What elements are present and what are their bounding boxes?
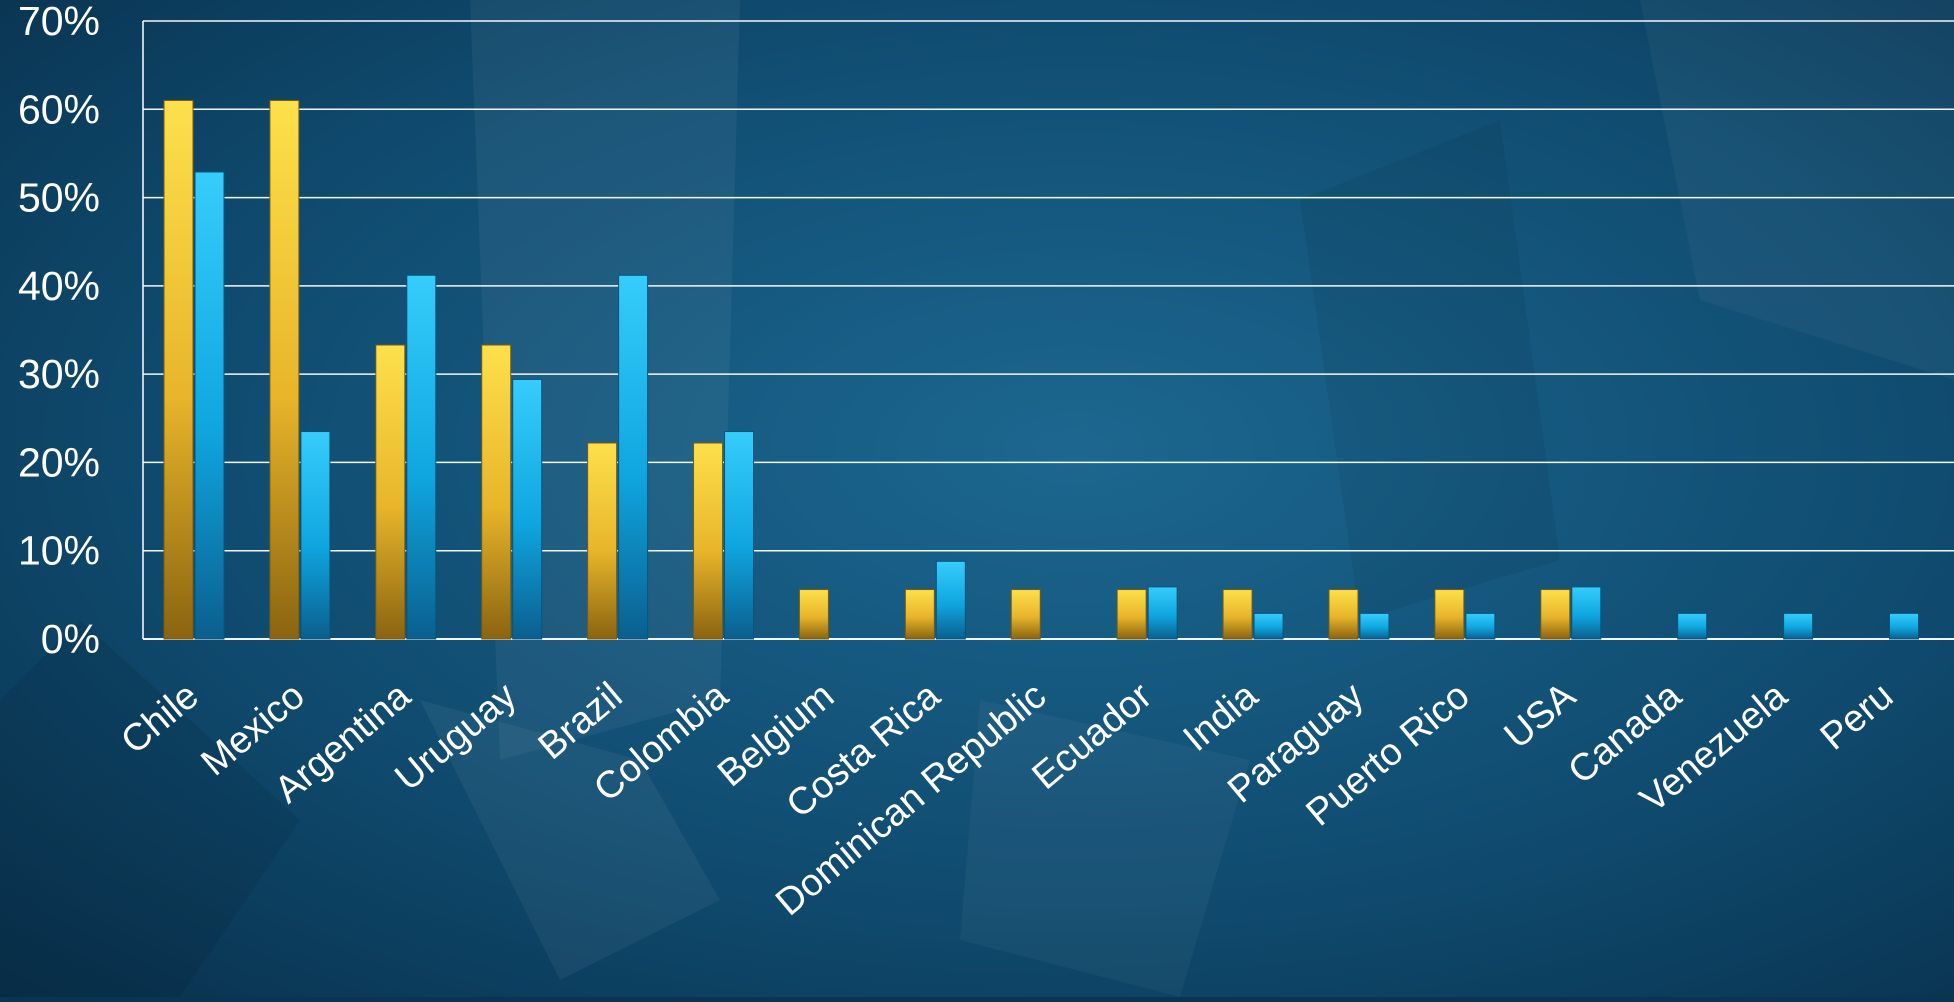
- bar-series-1: [481, 344, 512, 640]
- y-tick-label: 50%: [18, 175, 100, 221]
- bar-series-2: [406, 274, 437, 640]
- bar-series-2: [1147, 586, 1178, 640]
- bar-series-1: [904, 589, 935, 640]
- bar-series-2: [1889, 612, 1920, 640]
- bar-series-1: [1540, 589, 1571, 640]
- bar-series-2: [935, 560, 966, 640]
- bar-series-2: [1253, 612, 1284, 640]
- y-axis-ticks: 0% 10% 20% 30% 40% 50% 60% 70%: [18, 0, 100, 662]
- bar-series-1: [798, 589, 829, 640]
- bar-series-1: [375, 344, 406, 640]
- bar-series-1: [1010, 589, 1041, 640]
- bar-series-2: [194, 171, 225, 640]
- bar-series-2: [1571, 586, 1602, 640]
- bar-series-1: [1116, 589, 1147, 640]
- bar-series-1: [269, 99, 300, 640]
- bar-series-2: [512, 378, 543, 640]
- y-tick-label: 40%: [18, 263, 100, 309]
- y-tick-label: 10%: [18, 528, 100, 574]
- bars: [163, 99, 1920, 640]
- y-tick-label: 30%: [18, 351, 100, 397]
- bar-series-1: [1328, 589, 1359, 640]
- bar-series-1: [587, 442, 618, 640]
- y-tick-label: 20%: [18, 439, 100, 485]
- y-tick-label: 0%: [41, 616, 100, 662]
- bar-series-1: [163, 99, 194, 640]
- bar-series-2: [1783, 612, 1814, 640]
- bar-series-1: [1434, 589, 1465, 640]
- bar-series-2: [618, 274, 649, 640]
- bar-series-1: [693, 442, 724, 640]
- bar-series-2: [1359, 612, 1390, 640]
- bar-series-1: [1222, 589, 1253, 640]
- bar-series-2: [300, 431, 331, 640]
- y-tick-label: 70%: [18, 0, 100, 44]
- y-tick-label: 60%: [18, 86, 100, 132]
- bar-series-2: [724, 431, 755, 640]
- bar-series-2: [1465, 612, 1496, 640]
- gridlines: [142, 20, 1954, 640]
- bar-series-2: [1677, 612, 1708, 640]
